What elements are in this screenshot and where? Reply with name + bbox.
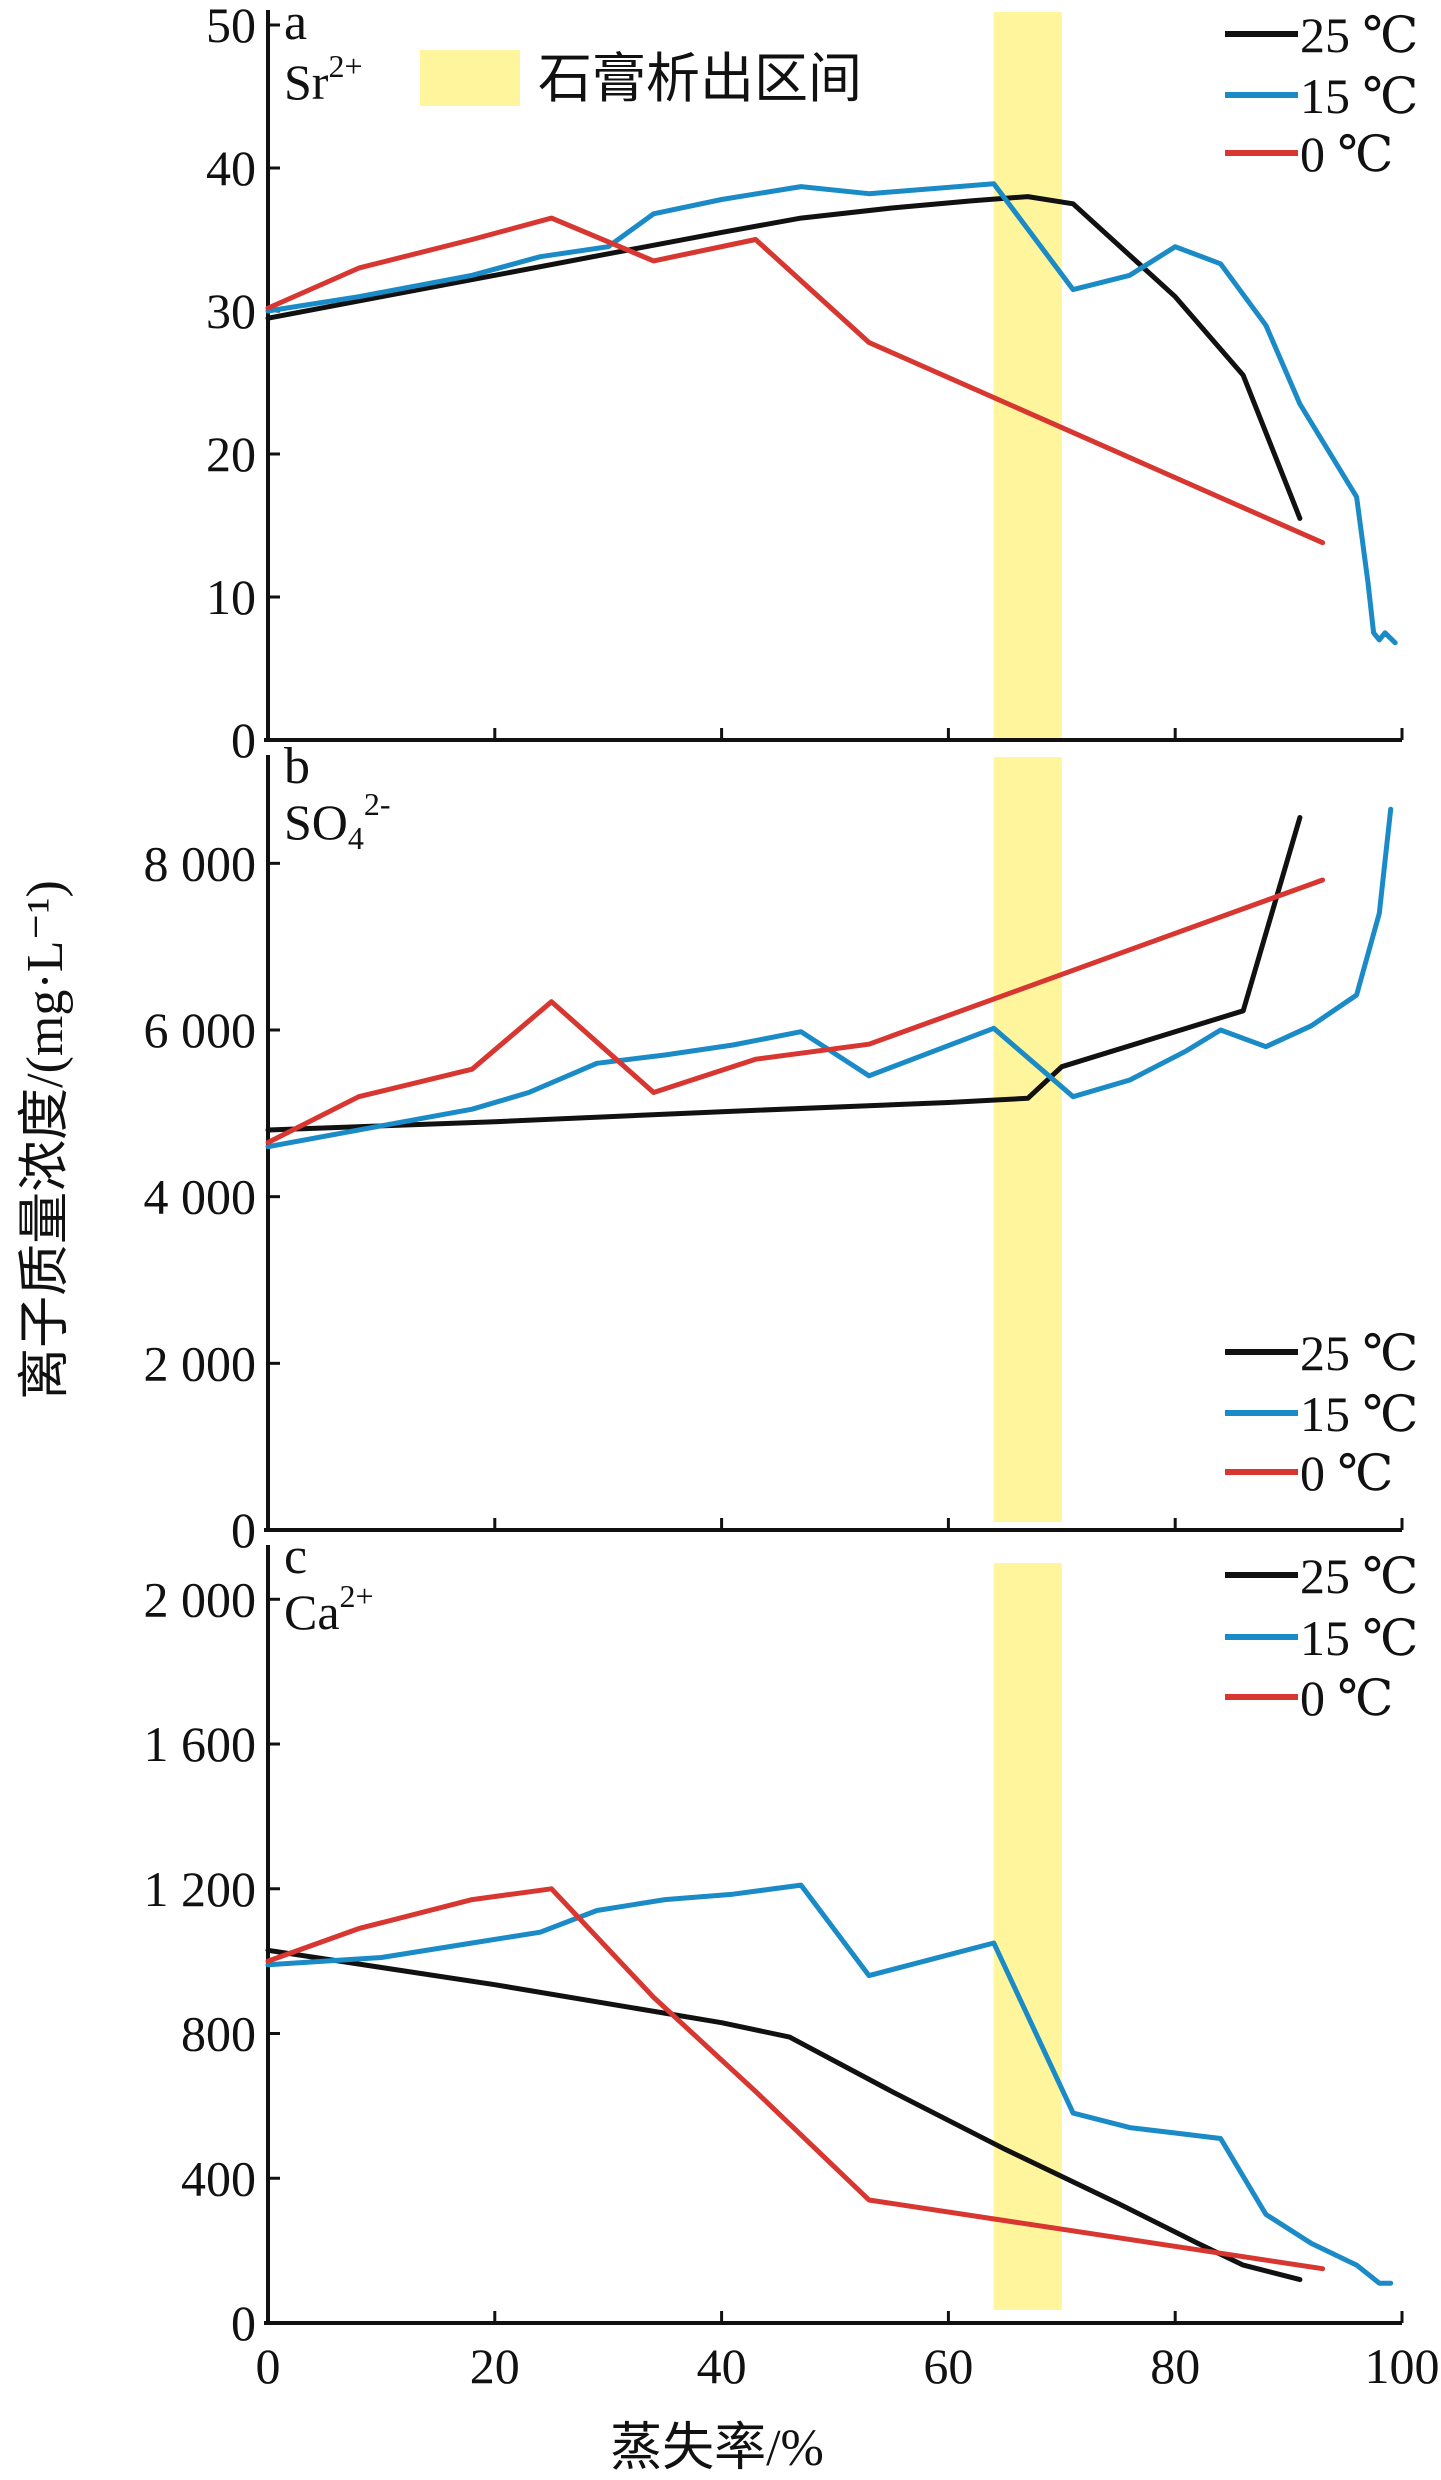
y-tick-label-b: 0 <box>231 1502 256 1558</box>
legend-label-a: 0 ℃ <box>1300 126 1393 182</box>
gypsum-band-c <box>993 1563 1062 2310</box>
x-tick-label: 40 <box>697 2338 747 2394</box>
legend-label-b: 15 ℃ <box>1300 1386 1418 1442</box>
y-tick-label-c: 1 200 <box>144 1861 257 1917</box>
legend-label-a: 25 ℃ <box>1300 7 1418 63</box>
panel-letter-c: c <box>284 1528 307 1585</box>
legend-label-a: 15 ℃ <box>1300 68 1418 124</box>
panel-letter-a: a <box>284 0 307 51</box>
ion-label-b: SO42- <box>284 786 391 856</box>
x-tick-label: 100 <box>1365 2338 1440 2394</box>
legend-label-c: 15 ℃ <box>1300 1610 1418 1666</box>
y-tick-label-c: 0 <box>231 2295 256 2351</box>
y-tick-label-c: 1 600 <box>144 1716 257 1772</box>
y-tick-label-c: 800 <box>181 2006 256 2062</box>
legend-label-c: 0 ℃ <box>1300 1670 1393 1726</box>
y-tick-label-a: 50 <box>206 0 256 53</box>
legend-label-c: 25 ℃ <box>1300 1548 1418 1604</box>
series-b-0c <box>265 877 1326 1145</box>
annotation-swatch <box>420 50 520 106</box>
panel-letter-b: b <box>284 738 310 795</box>
y-tick-label-a: 40 <box>206 140 256 196</box>
legend-label-b: 25 ℃ <box>1300 1325 1418 1381</box>
y-tick-label-c: 2 000 <box>144 1571 257 1627</box>
ion-label-a: Sr2+ <box>284 48 363 110</box>
gypsum-band-b <box>993 757 1062 1522</box>
x-axis-label: 蒸失率/% <box>610 2420 824 2477</box>
y-tick-label-a: 0 <box>231 712 256 768</box>
x-tick-label: 20 <box>470 2338 520 2394</box>
series-lines-layer <box>265 181 1398 2286</box>
series-a-15c <box>265 181 1398 646</box>
gypsum-band-layer <box>993 12 1062 2310</box>
y-tick-label-b: 6 000 <box>144 1002 257 1058</box>
annotation-text: 石膏析出区间 <box>538 47 862 110</box>
y-tick-label-a: 10 <box>206 569 256 625</box>
gypsum-band-a <box>993 12 1062 740</box>
y-axis-label: 离子质量浓度/(mg·L⁻¹) <box>17 880 74 1400</box>
y-tick-label-c: 400 <box>181 2150 256 2206</box>
x-tick-label: 80 <box>1150 2338 1200 2394</box>
series-c-0c <box>265 1886 1326 2272</box>
legend-label-b: 0 ℃ <box>1300 1445 1393 1501</box>
x-tick-label: 60 <box>923 2338 973 2394</box>
y-tick-label-b: 8 000 <box>144 835 257 891</box>
y-tick-label-a: 30 <box>206 283 256 339</box>
y-tick-label-b: 4 000 <box>144 1169 257 1225</box>
series-a-0c <box>265 215 1326 546</box>
series-b-25c <box>265 815 1303 1133</box>
series-a-25c <box>265 194 1303 521</box>
series-c-15c <box>265 1882 1394 2286</box>
series-b-15c <box>265 806 1394 1150</box>
axes-layer <box>264 10 1404 2325</box>
series-c-25c <box>265 1947 1303 2283</box>
y-tick-label-a: 20 <box>206 426 256 482</box>
ion-label-c: Ca2+ <box>284 1578 374 1640</box>
annotation-key: 石膏析出区间 <box>420 47 862 110</box>
y-tick-label-b: 2 000 <box>144 1335 257 1391</box>
x-tick-label: 0 <box>256 2338 281 2394</box>
